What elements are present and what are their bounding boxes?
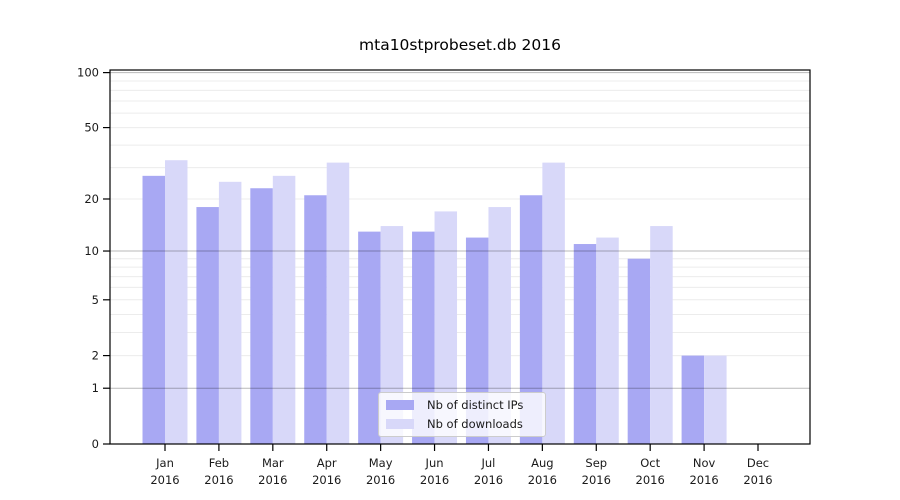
x-tick-label-month: Jul	[481, 456, 496, 470]
bar-downloads	[596, 237, 619, 444]
chart-title: mta10stprobeset.db 2016	[359, 36, 561, 54]
x-tick-label-year: 2016	[582, 473, 611, 487]
x-tick-label-month: Nov	[693, 456, 716, 470]
x-tick-label-year: 2016	[420, 473, 449, 487]
x-tick-label-month: Mar	[262, 456, 284, 470]
y-tick-label: 10	[84, 244, 99, 258]
x-tick-label-month: Oct	[640, 456, 660, 470]
bar-downloads	[650, 226, 673, 444]
legend-row-distinct-ips: Nb of distinct IPs	[386, 398, 545, 412]
legend-label-downloads: Nb of downloads	[427, 417, 523, 431]
x-tick-label-month: Jun	[425, 456, 444, 470]
plot-border	[109, 69, 811, 445]
y-tick-label: 2	[92, 349, 99, 363]
x-tick-label-month: Feb	[209, 456, 229, 470]
x-tick-label-month: Sep	[585, 456, 607, 470]
bar-downloads	[434, 211, 458, 444]
x-tick-label-year: 2016	[689, 473, 718, 487]
legend-row-downloads: Nb of downloads	[386, 417, 545, 431]
x-tick-label-year: 2016	[204, 473, 233, 487]
bar-downloads	[218, 181, 242, 445]
x-tick-label-month: Jan	[155, 456, 174, 470]
bar-distinct-ips	[196, 207, 219, 444]
bar-distinct-ips	[412, 231, 435, 444]
y-tick-label: 5	[92, 293, 99, 307]
x-tick-label-year: 2016	[258, 473, 287, 487]
bar-downloads	[380, 226, 404, 444]
x-tick-label-year: 2016	[474, 473, 503, 487]
legend-label-distinct-ips: Nb of distinct IPs	[427, 398, 524, 412]
bar-downloads	[488, 207, 511, 444]
legend-swatch-downloads	[386, 419, 414, 429]
bar-downloads	[542, 162, 565, 444]
bar-distinct-ips	[573, 244, 597, 444]
bar-distinct-ips	[304, 195, 327, 444]
y-tick-label: 1	[92, 381, 99, 395]
y-tick-label: 100	[77, 66, 99, 80]
legend: Nb of distinct IPs Nb of downloads	[378, 392, 546, 437]
x-tick-label-year: 2016	[636, 473, 665, 487]
x-tick-label-month: Dec	[747, 456, 769, 470]
bar-distinct-ips	[358, 231, 381, 444]
bar-distinct-ips	[142, 175, 165, 444]
y-tick-label: 20	[84, 192, 99, 206]
bar-distinct-ips	[250, 188, 273, 444]
x-tick-label-month: Aug	[531, 456, 553, 470]
bar-distinct-ips	[681, 355, 705, 444]
bar-downloads	[165, 160, 188, 444]
bar-distinct-ips	[627, 258, 651, 444]
y-tick-label: 0	[92, 437, 99, 451]
bar-downloads	[326, 162, 350, 444]
x-tick-label-year: 2016	[150, 473, 179, 487]
x-tick-label-month: Apr	[317, 456, 337, 470]
legend-swatch-distinct-ips	[386, 400, 414, 410]
y-tick-label: 50	[84, 121, 99, 135]
x-tick-label-year: 2016	[366, 473, 395, 487]
x-tick-label-year: 2016	[743, 473, 772, 487]
x-tick-label-year: 2016	[312, 473, 341, 487]
x-tick-label-month: May	[369, 456, 393, 470]
bar-downloads	[272, 175, 296, 444]
bar-downloads	[704, 355, 727, 444]
bar-distinct-ips	[519, 195, 543, 444]
x-tick-label-year: 2016	[528, 473, 557, 487]
